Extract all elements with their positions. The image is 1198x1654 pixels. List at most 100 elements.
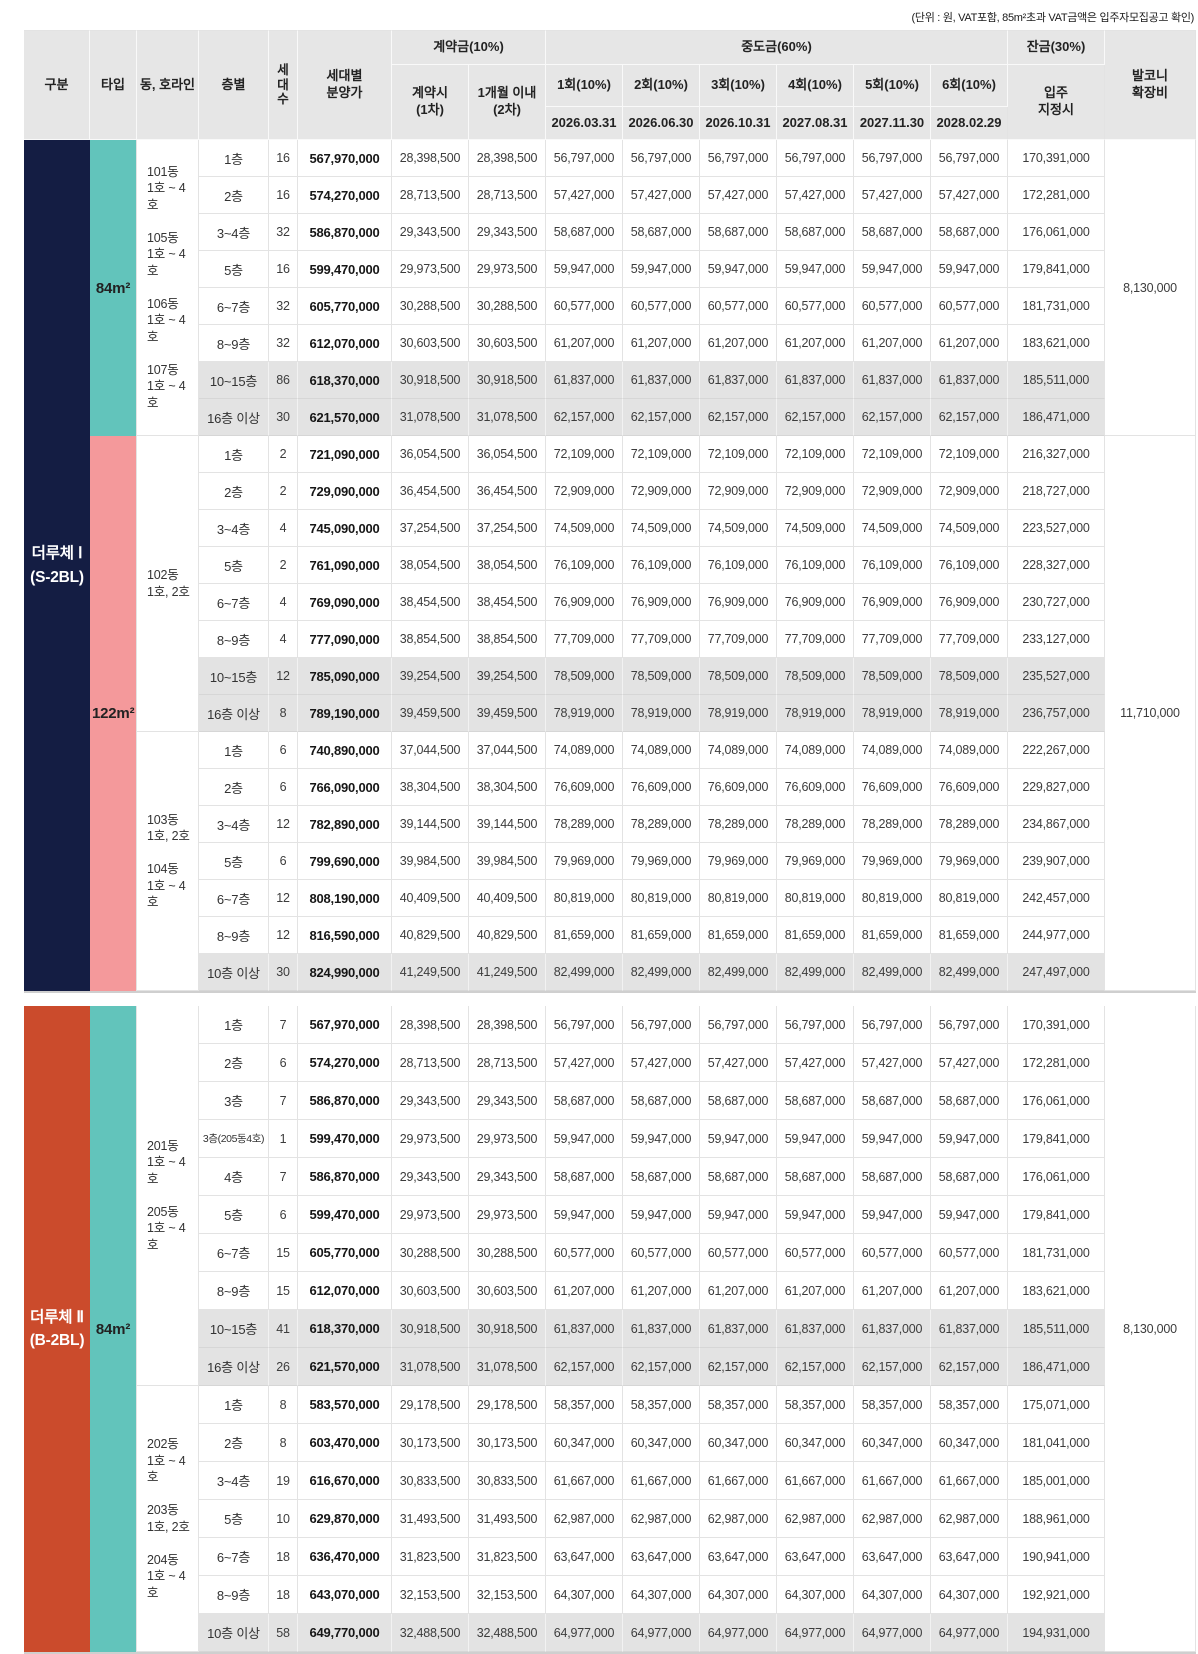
- units-cell: 2: [269, 547, 298, 584]
- table-header: 구분 타입 동, 호라인 층별 세 대 수 세대별 분양가 계약금(10%) 중…: [24, 30, 1196, 140]
- floor-cell: 8~9층: [199, 325, 269, 362]
- mid4-cell: 58,687,000: [777, 1158, 854, 1196]
- mid3-cell: 74,089,000: [700, 732, 777, 769]
- units-cell: 58: [269, 1614, 298, 1652]
- mid6-cell: 64,307,000: [931, 1576, 1008, 1614]
- floor-cell: 6~7층: [199, 880, 269, 917]
- mid6-cell: 76,909,000: [931, 584, 1008, 621]
- mid5-cell: 64,307,000: [854, 1576, 931, 1614]
- mid1-cell: 74,509,000: [546, 510, 623, 547]
- floor-cell: 3~4층: [199, 806, 269, 843]
- contract1-cell: 38,454,500: [392, 584, 469, 621]
- mid4-cell: 64,977,000: [777, 1614, 854, 1652]
- contract1-cell: 28,398,500: [392, 140, 469, 177]
- floor-cell: 3~4층: [199, 510, 269, 547]
- floor-cell: 3층: [199, 1082, 269, 1120]
- price-cell: 616,670,000: [298, 1462, 392, 1500]
- mid1-cell: 78,289,000: [546, 806, 623, 843]
- price-cell: 636,470,000: [298, 1538, 392, 1576]
- mid3-cell: 64,977,000: [700, 1614, 777, 1652]
- units-cell: 4: [269, 510, 298, 547]
- table-row: 5층 6 599,470,000 29,973,500 29,973,500 59,947…: [24, 1196, 1196, 1234]
- balance-cell: 247,497,000: [1008, 954, 1105, 991]
- mid5-cell: 62,157,000: [854, 399, 931, 436]
- mid5-cell: 80,819,000: [854, 880, 931, 917]
- mid6-cell: 58,687,000: [931, 214, 1008, 251]
- mid6-cell: 61,207,000: [931, 1272, 1008, 1310]
- table-row: 2층 6 766,090,000 38,304,500 38,304,500 76,609…: [24, 769, 1196, 806]
- contract1-cell: 36,054,500: [392, 436, 469, 473]
- table-row: 4층 7 586,870,000 29,343,500 29,343,500 58,687…: [24, 1158, 1196, 1196]
- mid6-cell: 81,659,000: [931, 917, 1008, 954]
- units-cell: 4: [269, 584, 298, 621]
- floor-cell: 4층: [199, 1158, 269, 1196]
- dong-line-cell: 102동 1호, 2호: [137, 436, 199, 732]
- price-cell: 808,190,000: [298, 880, 392, 917]
- contract2-cell: 31,078,500: [469, 1348, 546, 1386]
- contract1-cell: 39,459,500: [392, 695, 469, 732]
- table-row: 8~9층 15 612,070,000 30,603,500 30,603,500 61,…: [24, 1272, 1196, 1310]
- table-row: 3~4층 12 782,890,000 39,144,500 39,144,500 78,…: [24, 806, 1196, 843]
- mid4-cell: 82,499,000: [777, 954, 854, 991]
- balance-cell: 181,041,000: [1008, 1424, 1105, 1462]
- price-cell: 586,870,000: [298, 1158, 392, 1196]
- contract1-cell: 38,304,500: [392, 769, 469, 806]
- floor-cell: 6~7층: [199, 1234, 269, 1272]
- contract2-cell: 36,054,500: [469, 436, 546, 473]
- mid1-cell: 64,977,000: [546, 1614, 623, 1652]
- mid5-cell: 62,987,000: [854, 1500, 931, 1538]
- table-row: 더루체 Ⅱ (B-2BL) 84m² 201동 1호 ~ 4호 205동 1호 ~ …: [24, 1006, 1196, 1652]
- units-cell: 18: [269, 1576, 298, 1614]
- contract2-cell: 29,973,500: [469, 1120, 546, 1158]
- price-cell: 621,570,000: [298, 399, 392, 436]
- balance-cell: 176,061,000: [1008, 1158, 1105, 1196]
- mid4-cell: 58,357,000: [777, 1386, 854, 1424]
- mid2-cell: 74,509,000: [623, 510, 700, 547]
- mid2-cell: 79,969,000: [623, 843, 700, 880]
- mid1-cell: 76,909,000: [546, 584, 623, 621]
- mid4-cell: 72,109,000: [777, 436, 854, 473]
- units-cell: 8: [269, 1386, 298, 1424]
- price-cell: 799,690,000: [298, 843, 392, 880]
- mid3-cell: 82,499,000: [700, 954, 777, 991]
- mid6-cell: 63,647,000: [931, 1538, 1008, 1576]
- mid2-cell: 72,109,000: [623, 436, 700, 473]
- units-cell: 15: [269, 1234, 298, 1272]
- mid6-cell: 77,709,000: [931, 621, 1008, 658]
- mid4-cell: 76,909,000: [777, 584, 854, 621]
- mid3-cell: 61,837,000: [700, 362, 777, 399]
- units-cell: 30: [269, 954, 298, 991]
- contract2-cell: 32,153,500: [469, 1576, 546, 1614]
- balance-cell: 234,867,000: [1008, 806, 1105, 843]
- table-row: 6~7층 32 605,770,000 30,288,500 30,288,500 60,…: [24, 288, 1196, 325]
- floor-cell: 6~7층: [199, 1538, 269, 1576]
- table-row: 2층 6 574,270,000 28,713,500 28,713,500 57,427…: [24, 1044, 1196, 1082]
- mid5-cell: 74,509,000: [854, 510, 931, 547]
- mid5-cell: 79,969,000: [854, 843, 931, 880]
- contract1-cell: 32,488,500: [392, 1614, 469, 1652]
- mid3-cell: 57,427,000: [700, 177, 777, 214]
- balance-cell: 179,841,000: [1008, 1196, 1105, 1234]
- mid2-cell: 58,687,000: [623, 1082, 700, 1120]
- mid2-cell: 57,427,000: [623, 177, 700, 214]
- units-cell: 2: [269, 436, 298, 473]
- pricing-table-2: 더루체 Ⅱ (B-2BL) 84m² 201동 1호 ~ 4호 205동 1호 ~ …: [24, 1006, 1196, 1654]
- units-cell: 6: [269, 769, 298, 806]
- contract2-cell: 28,713,500: [469, 177, 546, 214]
- floor-cell: 1층: [199, 732, 269, 769]
- mid3-cell: 74,509,000: [700, 510, 777, 547]
- table-row: 8~9층 32 612,070,000 30,603,500 30,603,500 61,…: [24, 325, 1196, 362]
- balance-cell: 170,391,000: [1008, 140, 1105, 177]
- mid5-cell: 78,919,000: [854, 695, 931, 732]
- contract2-cell: 31,493,500: [469, 1500, 546, 1538]
- contract1-cell: 38,054,500: [392, 547, 469, 584]
- mid-date-2: 2026.06.30: [623, 107, 700, 140]
- mid2-cell: 58,687,000: [623, 214, 700, 251]
- mid6-cell: 58,687,000: [931, 1082, 1008, 1120]
- mid4-cell: 77,709,000: [777, 621, 854, 658]
- mid2-cell: 58,687,000: [623, 1158, 700, 1196]
- mid1-cell: 59,947,000: [546, 1196, 623, 1234]
- contract2-cell: 29,343,500: [469, 1082, 546, 1120]
- mid2-cell: 81,659,000: [623, 917, 700, 954]
- price-cell: 599,470,000: [298, 1196, 392, 1234]
